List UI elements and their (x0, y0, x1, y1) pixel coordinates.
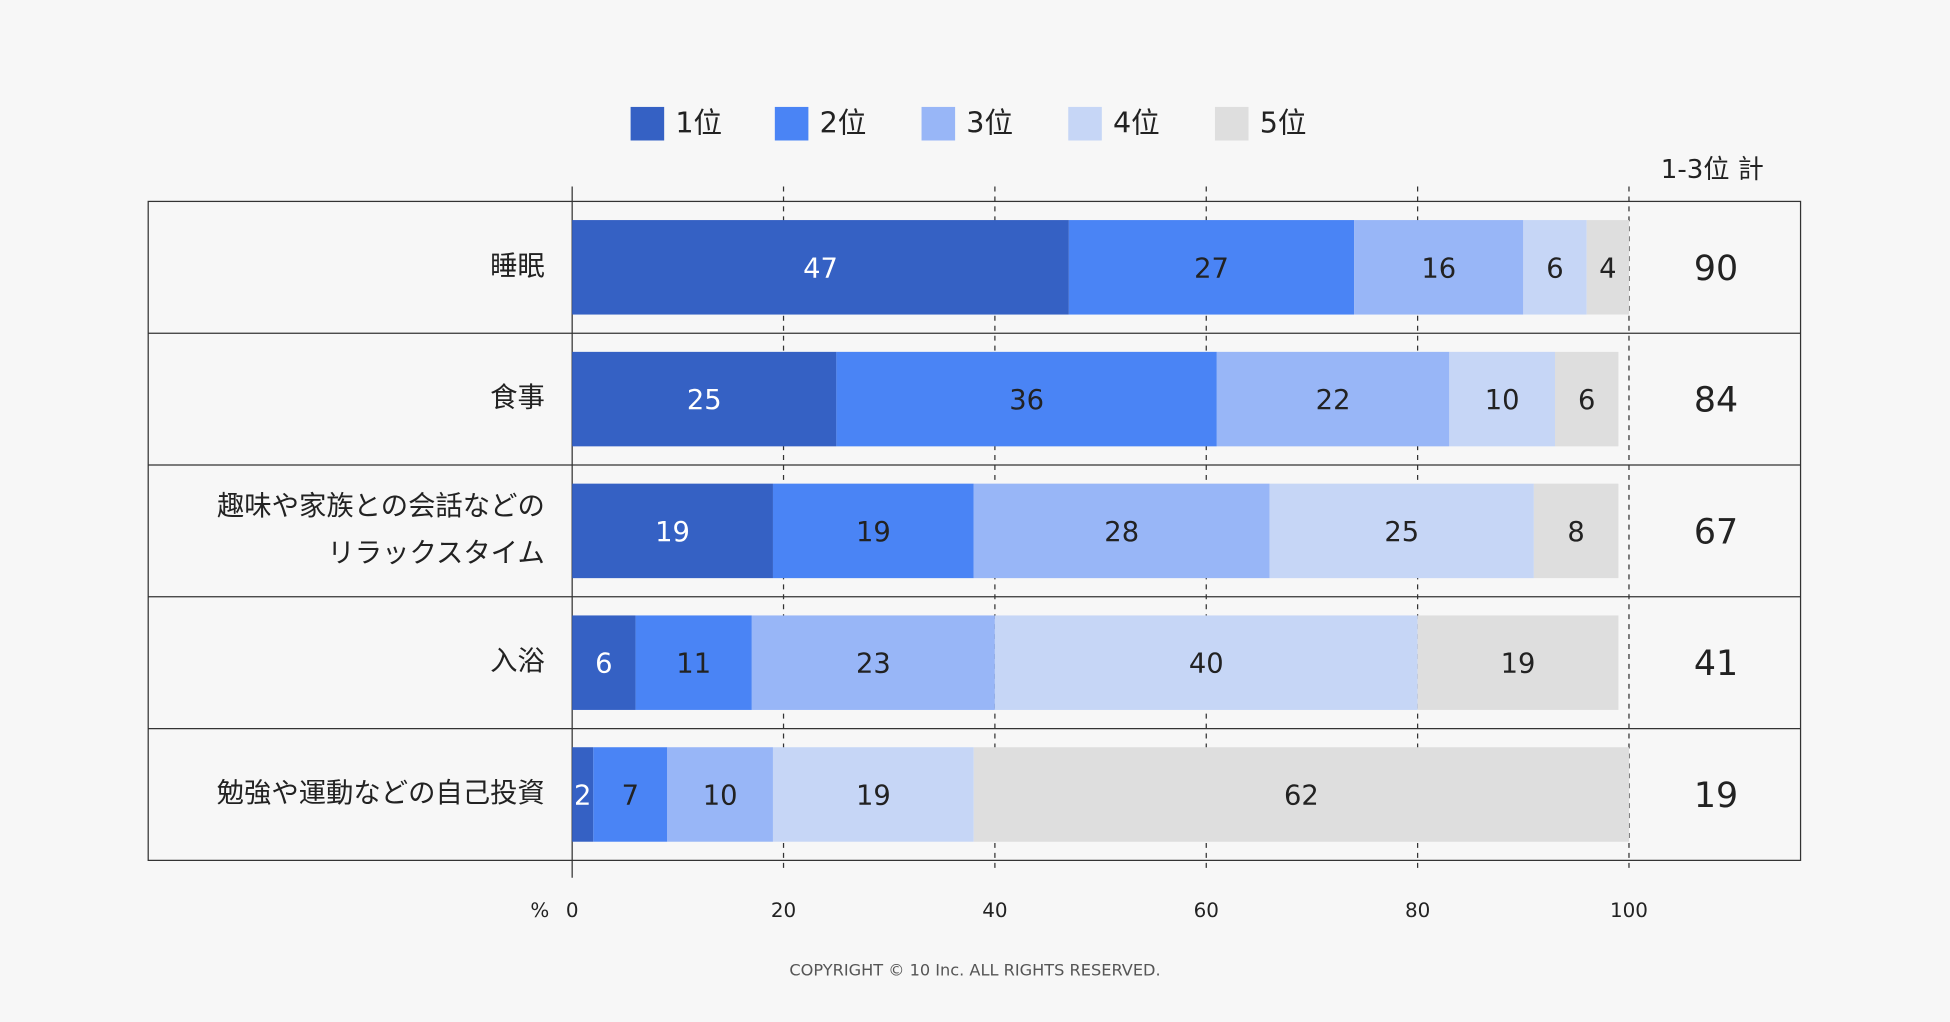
total-label: 19 (1694, 776, 1738, 816)
x-axis-label: % (530, 899, 549, 922)
bar-segment (1068, 220, 1355, 315)
y-tick-label: 入浴 (490, 646, 545, 677)
bar-segment (994, 615, 1418, 710)
legend-label: 5位 (1260, 105, 1307, 139)
value-label: 28 (1104, 517, 1139, 548)
value-label: 19 (856, 780, 891, 811)
bar-segment (572, 747, 594, 842)
legend-swatch (1068, 106, 1102, 141)
bar-segment (1449, 351, 1556, 447)
value-label: 6 (1578, 385, 1595, 416)
bar-segment (1269, 483, 1534, 579)
value-label: 6 (1546, 253, 1563, 284)
x-tick-label: 20 (771, 899, 796, 922)
value-label: 2 (574, 780, 591, 811)
legend-swatch (630, 106, 665, 141)
legend-label: 2位 (820, 105, 867, 139)
bar-segment (1417, 615, 1619, 710)
value-label: 25 (1384, 517, 1419, 548)
footer: COPYRIGHT © 10 Inc. ALL RIGHTS RESERVED. (789, 961, 1160, 980)
value-label: 62 (1284, 780, 1319, 811)
x-tick-label: 40 (982, 899, 1007, 922)
legend-swatch (774, 106, 809, 141)
value-label: 22 (1316, 385, 1351, 416)
y-tick-label: 勉強や運動などの自己投資 (217, 778, 545, 809)
bar-segment (772, 747, 974, 842)
bar-segment (1354, 220, 1524, 315)
value-label: 19 (856, 517, 891, 548)
value-label: 25 (687, 385, 722, 416)
bar-segment (635, 615, 752, 710)
value-label: 23 (856, 649, 891, 680)
total-label: 90 (1694, 249, 1738, 289)
bar-segment (836, 351, 1217, 447)
x-tick-label: 0 (566, 899, 579, 922)
value-label: 19 (655, 517, 690, 548)
legend-swatch (1214, 106, 1249, 141)
bar-segment (1533, 483, 1619, 579)
total-label: 84 (1694, 381, 1738, 421)
value-label: 27 (1194, 253, 1229, 284)
bar-segment (973, 747, 1629, 842)
legend-swatch (921, 106, 956, 141)
bar-segment (1523, 220, 1587, 315)
legend-label: 3位 (966, 105, 1013, 139)
x-tick-label: 100 (1610, 899, 1648, 922)
bar-segment (751, 615, 995, 710)
bar-segment (572, 615, 636, 710)
value-label: 11 (676, 649, 711, 680)
bar-segment (572, 351, 837, 447)
bar-segment (1586, 220, 1629, 315)
bar-segment (973, 483, 1270, 579)
bar-segment (593, 747, 668, 842)
value-label: 47 (803, 253, 838, 284)
bar-segment (572, 483, 773, 579)
bar-segment (572, 220, 1069, 315)
bar-segment (1216, 351, 1450, 447)
legend-label: 4位 (1113, 105, 1160, 139)
value-label: 10 (1485, 385, 1520, 416)
value-label: 10 (703, 780, 738, 811)
totals-header: 1-3位 計 (1661, 155, 1764, 185)
value-label: 16 (1421, 253, 1456, 284)
total-label: 67 (1694, 512, 1738, 552)
legend-label: 1位 (675, 105, 722, 139)
x-tick-label: 80 (1405, 899, 1430, 922)
x-tick-label: 60 (1194, 899, 1219, 922)
y-tick-label: 食事 (490, 383, 545, 414)
y-tick-label: リラックスタイム (327, 538, 544, 569)
bar-segment (1555, 351, 1619, 447)
bar-segment (667, 747, 773, 842)
value-label: 4 (1599, 253, 1616, 284)
value-label: 8 (1567, 517, 1584, 548)
value-label: 36 (1009, 385, 1044, 416)
value-label: 40 (1189, 649, 1224, 680)
y-tick-label: 趣味や家族との会話などの (217, 491, 545, 522)
value-label: 7 (622, 780, 639, 811)
total-label: 41 (1694, 644, 1738, 684)
value-label: 19 (1501, 649, 1536, 680)
y-tick-label: 睡眠 (490, 251, 545, 282)
bar-segment (772, 483, 974, 579)
value-label: 6 (595, 649, 612, 680)
